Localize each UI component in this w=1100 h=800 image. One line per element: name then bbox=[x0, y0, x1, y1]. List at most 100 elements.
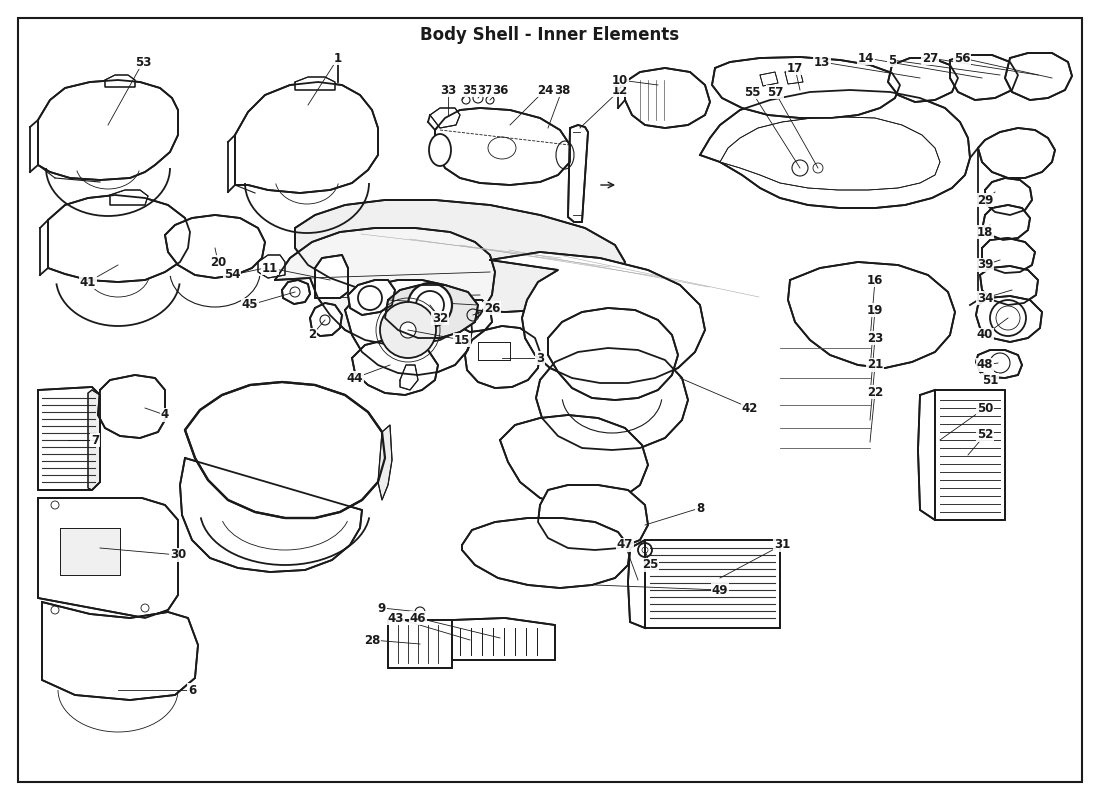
Polygon shape bbox=[258, 255, 285, 278]
Circle shape bbox=[462, 96, 470, 104]
Polygon shape bbox=[645, 540, 780, 628]
Polygon shape bbox=[536, 348, 688, 450]
Text: 32: 32 bbox=[432, 311, 448, 325]
Polygon shape bbox=[465, 326, 540, 388]
Polygon shape bbox=[462, 518, 630, 588]
Polygon shape bbox=[628, 540, 645, 628]
Polygon shape bbox=[935, 390, 1005, 520]
Polygon shape bbox=[39, 498, 178, 618]
Text: 2: 2 bbox=[308, 329, 316, 342]
Text: 29: 29 bbox=[977, 194, 993, 206]
Text: 38: 38 bbox=[553, 83, 570, 97]
Text: 54: 54 bbox=[223, 269, 240, 282]
Polygon shape bbox=[625, 68, 710, 128]
Text: 10: 10 bbox=[612, 74, 628, 86]
Ellipse shape bbox=[429, 134, 451, 166]
Text: 6: 6 bbox=[188, 683, 196, 697]
Polygon shape bbox=[1005, 53, 1072, 100]
Text: 14: 14 bbox=[858, 51, 874, 65]
Polygon shape bbox=[980, 266, 1038, 305]
Polygon shape bbox=[455, 300, 492, 332]
Polygon shape bbox=[39, 387, 100, 490]
Text: 40: 40 bbox=[977, 329, 993, 342]
Text: 31: 31 bbox=[774, 538, 790, 551]
Text: 17: 17 bbox=[786, 62, 803, 74]
Text: 56: 56 bbox=[954, 51, 970, 65]
Text: 19: 19 bbox=[867, 303, 883, 317]
Polygon shape bbox=[42, 602, 198, 700]
Circle shape bbox=[415, 607, 425, 617]
Polygon shape bbox=[700, 90, 970, 208]
Polygon shape bbox=[434, 108, 570, 185]
Polygon shape bbox=[110, 190, 148, 205]
Text: 37: 37 bbox=[477, 83, 493, 97]
Text: 3: 3 bbox=[536, 351, 544, 365]
Polygon shape bbox=[760, 72, 778, 86]
Text: 4: 4 bbox=[161, 409, 169, 422]
Circle shape bbox=[358, 286, 382, 310]
Polygon shape bbox=[295, 200, 625, 312]
Polygon shape bbox=[888, 58, 958, 102]
Polygon shape bbox=[282, 280, 310, 304]
Text: 11: 11 bbox=[262, 262, 278, 274]
Polygon shape bbox=[165, 215, 265, 278]
Text: 28: 28 bbox=[364, 634, 381, 646]
Text: 16: 16 bbox=[867, 274, 883, 286]
Polygon shape bbox=[275, 228, 495, 345]
Text: 24: 24 bbox=[537, 83, 553, 97]
Polygon shape bbox=[548, 308, 678, 400]
Polygon shape bbox=[39, 80, 178, 180]
Polygon shape bbox=[983, 205, 1030, 240]
Text: 7: 7 bbox=[91, 434, 99, 446]
Text: 51: 51 bbox=[982, 374, 998, 386]
Text: 22: 22 bbox=[867, 386, 883, 398]
Text: 35: 35 bbox=[462, 83, 478, 97]
Text: 39: 39 bbox=[977, 258, 993, 271]
Polygon shape bbox=[538, 485, 648, 550]
Polygon shape bbox=[378, 425, 392, 500]
Polygon shape bbox=[348, 280, 395, 315]
Polygon shape bbox=[500, 415, 648, 505]
Text: 13: 13 bbox=[814, 55, 830, 69]
Polygon shape bbox=[978, 128, 1055, 178]
Polygon shape bbox=[310, 303, 342, 336]
Text: 45: 45 bbox=[242, 298, 258, 311]
Polygon shape bbox=[385, 285, 478, 338]
Polygon shape bbox=[918, 390, 935, 520]
Text: 53: 53 bbox=[135, 55, 151, 69]
Circle shape bbox=[408, 283, 452, 327]
Polygon shape bbox=[568, 125, 588, 222]
Polygon shape bbox=[788, 262, 955, 368]
Polygon shape bbox=[478, 342, 510, 360]
Circle shape bbox=[473, 93, 483, 103]
Text: 5: 5 bbox=[888, 54, 896, 66]
Polygon shape bbox=[60, 528, 120, 575]
Polygon shape bbox=[98, 375, 165, 438]
Polygon shape bbox=[712, 57, 900, 118]
Circle shape bbox=[486, 96, 494, 104]
Text: 1: 1 bbox=[334, 51, 342, 65]
Text: 12: 12 bbox=[612, 83, 628, 97]
Text: 50: 50 bbox=[977, 402, 993, 414]
Text: 15: 15 bbox=[454, 334, 470, 346]
Text: 43: 43 bbox=[388, 611, 404, 625]
Text: 21: 21 bbox=[867, 358, 883, 371]
Text: 48: 48 bbox=[977, 358, 993, 371]
Polygon shape bbox=[950, 55, 1018, 100]
Polygon shape bbox=[720, 117, 940, 190]
Text: 8: 8 bbox=[696, 502, 704, 514]
Text: 44: 44 bbox=[346, 371, 363, 385]
Polygon shape bbox=[400, 365, 418, 390]
Text: 34: 34 bbox=[977, 291, 993, 305]
Polygon shape bbox=[430, 108, 460, 128]
Circle shape bbox=[379, 302, 436, 358]
Text: 52: 52 bbox=[977, 429, 993, 442]
Polygon shape bbox=[88, 390, 100, 490]
Polygon shape bbox=[180, 458, 362, 572]
Text: 46: 46 bbox=[409, 611, 427, 625]
Text: 20: 20 bbox=[210, 255, 227, 269]
Polygon shape bbox=[104, 75, 135, 87]
Text: 18: 18 bbox=[977, 226, 993, 238]
Text: 42: 42 bbox=[741, 402, 758, 414]
Polygon shape bbox=[48, 195, 190, 282]
